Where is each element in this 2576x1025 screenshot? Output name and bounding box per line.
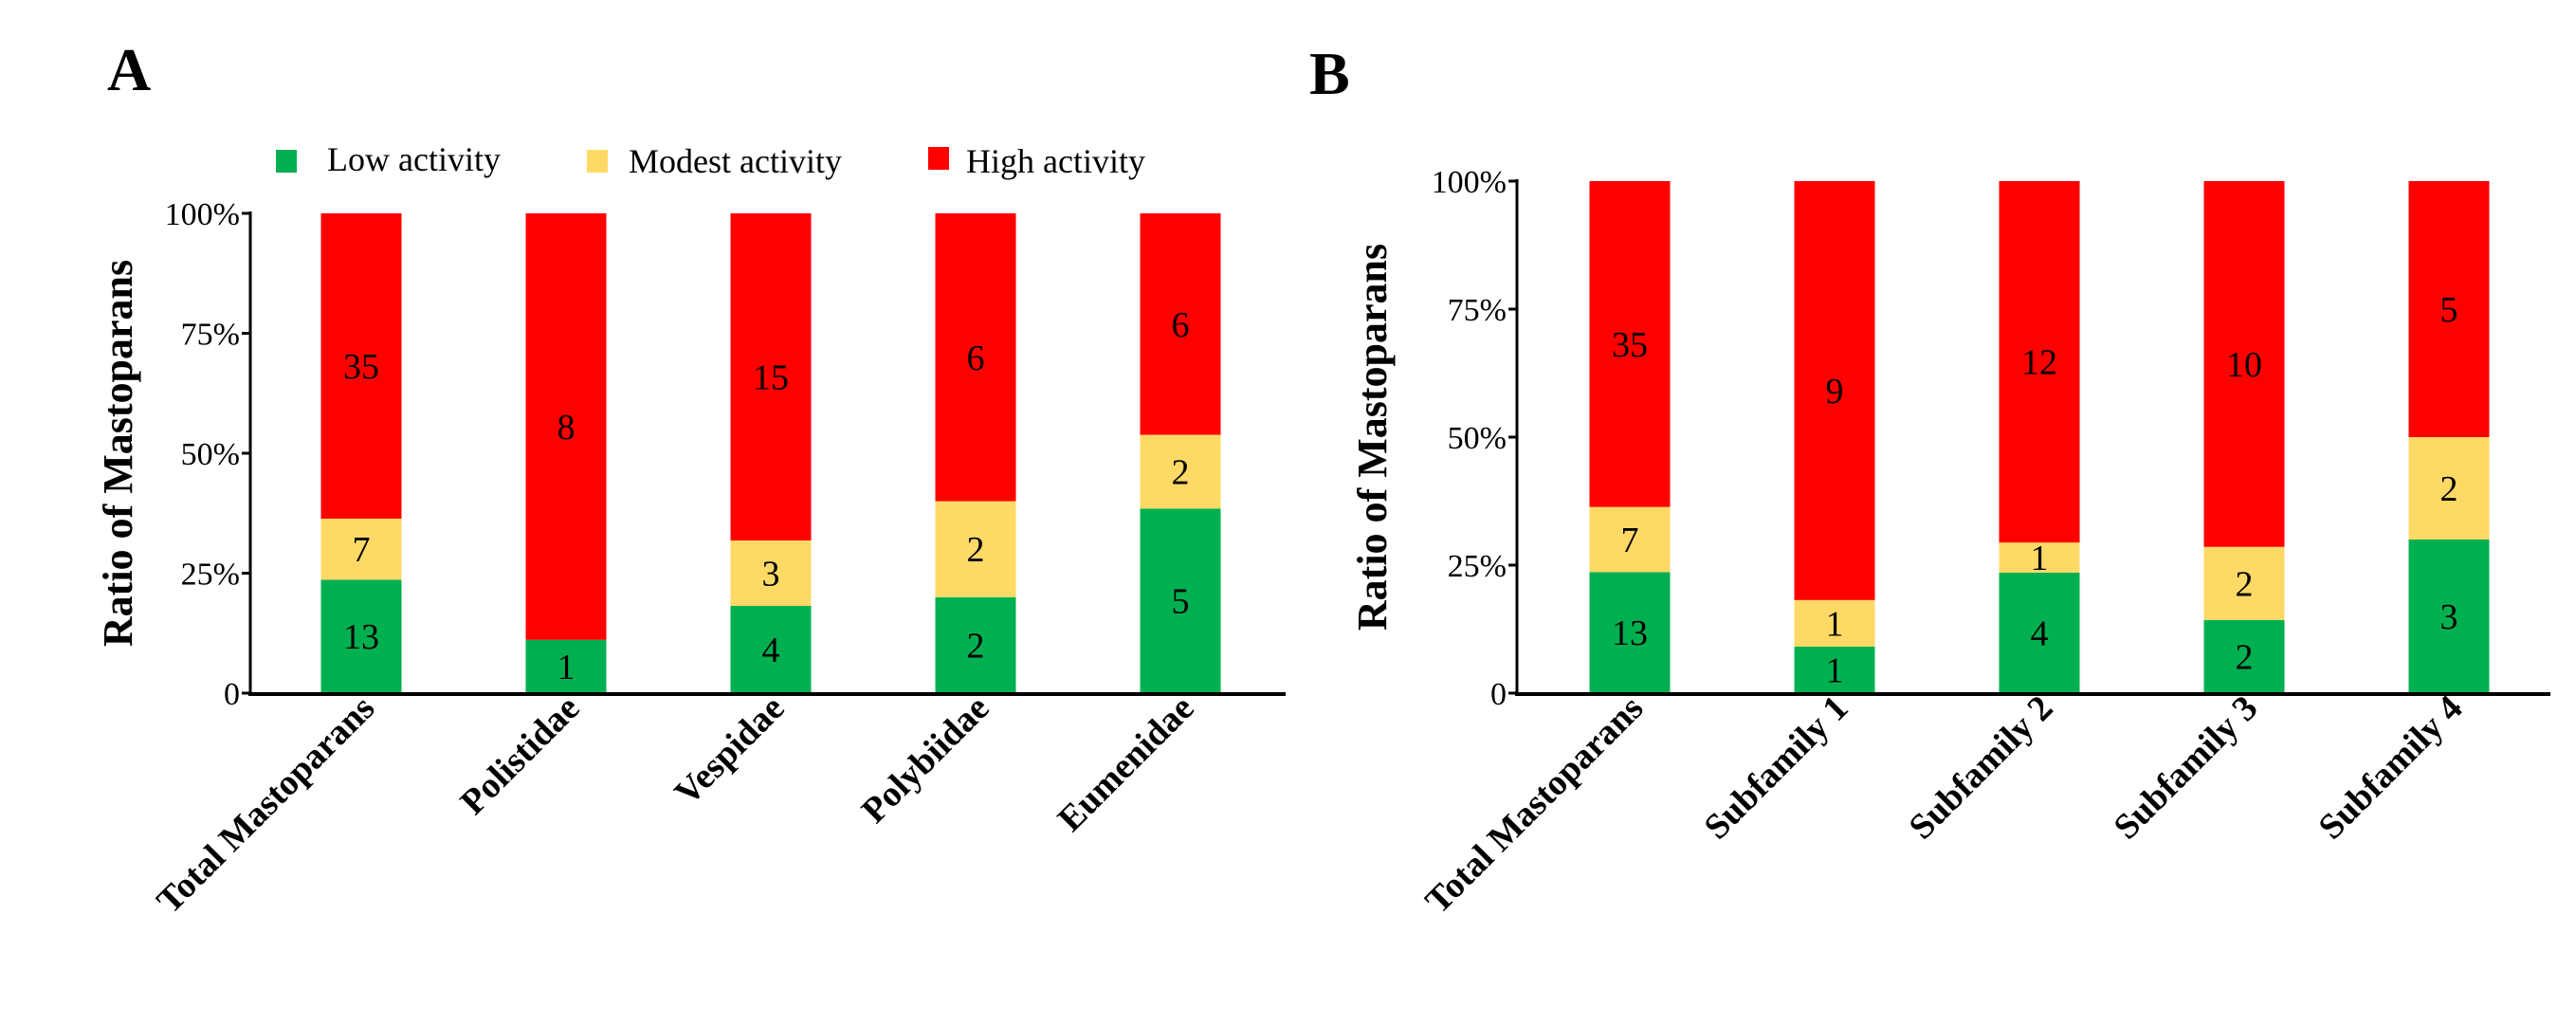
bar-segment-high-activity (935, 213, 1016, 502)
bar-segment-modest-activity (1140, 434, 1221, 509)
bar-segment-modest-activity (1589, 506, 1671, 573)
data-label: 2 (967, 530, 985, 570)
bar-segment-low-activity (1794, 646, 1875, 693)
bar-segment-low-activity (1589, 572, 1671, 693)
bar-segment-modest-activity (1999, 542, 2080, 573)
data-label: 35 (1612, 325, 1648, 365)
bar-segment-modest-activity (2203, 546, 2285, 620)
data-label: 12 (2021, 343, 2057, 383)
data-label: 6 (967, 339, 985, 378)
data-label: 1 (557, 648, 575, 687)
bar-segment-modest-activity (935, 501, 1016, 597)
data-label: 35 (343, 347, 379, 387)
y-tick-label: 50% (181, 437, 240, 472)
data-label: 2 (2440, 469, 2458, 509)
data-label: 4 (2031, 613, 2049, 653)
bar-segment-high-activity (730, 213, 812, 540)
bar-segment-modest-activity (2408, 437, 2490, 540)
data-label: 2 (2236, 564, 2254, 604)
legend: Low activity Modest activity High activi… (276, 140, 1145, 180)
data-label: 5 (2440, 290, 2458, 330)
x-tick-label: Eumenidae (1050, 688, 1202, 840)
y-tick-label: 75% (1448, 293, 1507, 328)
data-label: 1 (1826, 650, 1844, 690)
data-label: 1 (1826, 604, 1844, 644)
data-label: 3 (762, 555, 780, 595)
legend-label-high: High activity (966, 142, 1145, 180)
x-tick-label: Subfamily 4 (2311, 688, 2471, 848)
bar-segment-low-activity (1140, 508, 1221, 693)
legend-swatch-low (276, 150, 297, 173)
data-label: 2 (2236, 637, 2254, 677)
y-tick-label: 100% (1432, 165, 1507, 200)
chart-panel-a: 025%50%75%100%Ratio of Mastoparans 13735T… (95, 197, 1286, 922)
y-axis-label: Ratio of Mastoparans (1349, 244, 1396, 631)
bar-segment-modest-activity (730, 540, 812, 606)
bar-segment-high-activity (1589, 181, 1671, 507)
y-tick-label: 0 (1490, 677, 1507, 712)
data-label: 2 (1172, 452, 1190, 492)
bar-segment-high-activity (1999, 181, 2080, 543)
bar-segment-low-activity (320, 579, 402, 693)
x-tick-label: Vespidae (667, 688, 793, 814)
legend-label-modest: Modest activity (629, 142, 842, 180)
bar-segment-low-activity (2408, 540, 2490, 693)
y-tick-label: 25% (181, 558, 240, 593)
x-tick-label: Subfamily 1 (1697, 688, 1856, 848)
bar-segment-high-activity (2203, 181, 2285, 547)
x-tick-label: Polistidae (453, 688, 588, 823)
bar-segment-low-activity (1999, 572, 2080, 693)
data-label: 7 (353, 530, 371, 570)
bar-segment-low-activity (730, 606, 812, 693)
data-label: 2 (967, 626, 985, 666)
legend-label-low: Low activity (327, 140, 501, 178)
data-label: 5 (1172, 582, 1190, 622)
panel-label-a: A (107, 36, 151, 103)
x-tick-label: Subfamily 3 (2107, 688, 2266, 848)
bar-segment-high-activity (525, 213, 607, 640)
y-axis-label: Ratio of Mastoparans (95, 260, 141, 647)
bar-segment-high-activity (2408, 181, 2490, 437)
y-tick-label: 50% (1448, 421, 1507, 456)
data-label: 13 (343, 617, 379, 657)
data-label: 13 (1612, 613, 1648, 653)
data-label: 7 (1621, 521, 1639, 560)
x-tick-label: Total Mastoparans (1417, 688, 1651, 922)
y-tick-label: 75% (181, 318, 240, 353)
x-tick-label: Subfamily 2 (1902, 688, 2061, 848)
data-label: 8 (557, 408, 575, 448)
bar-segment-high-activity (1140, 213, 1221, 435)
data-label: 9 (1826, 372, 1844, 412)
panel-label-b: B (1309, 40, 1350, 107)
y-tick-label: 25% (1448, 549, 1507, 584)
bar-segment-low-activity (525, 639, 607, 693)
data-label: 10 (2226, 345, 2262, 385)
bar-segment-high-activity (1794, 181, 1875, 600)
chart-panel-b: 025%50%75%100%Ratio of Mastoparans13735T… (1349, 165, 2550, 922)
x-tick-label: Total Mastoparans (149, 688, 382, 922)
y-tick-label: 100% (165, 197, 240, 232)
bar-segment-modest-activity (320, 519, 402, 580)
data-label: 4 (762, 631, 780, 670)
bar-segment-modest-activity (1794, 599, 1875, 647)
legend-swatch-modest (587, 150, 608, 173)
data-label: 15 (753, 358, 789, 398)
bar-segment-low-activity (935, 596, 1016, 693)
bar-segment-low-activity (2203, 619, 2285, 693)
data-label: 6 (1172, 305, 1190, 345)
y-tick-label: 0 (224, 677, 240, 712)
data-label: 3 (2440, 597, 2458, 637)
bar-segment-high-activity (320, 213, 402, 519)
x-tick-label: Polybiidae (854, 688, 997, 832)
data-label: 1 (2031, 539, 2049, 578)
legend-swatch-high (928, 147, 949, 170)
